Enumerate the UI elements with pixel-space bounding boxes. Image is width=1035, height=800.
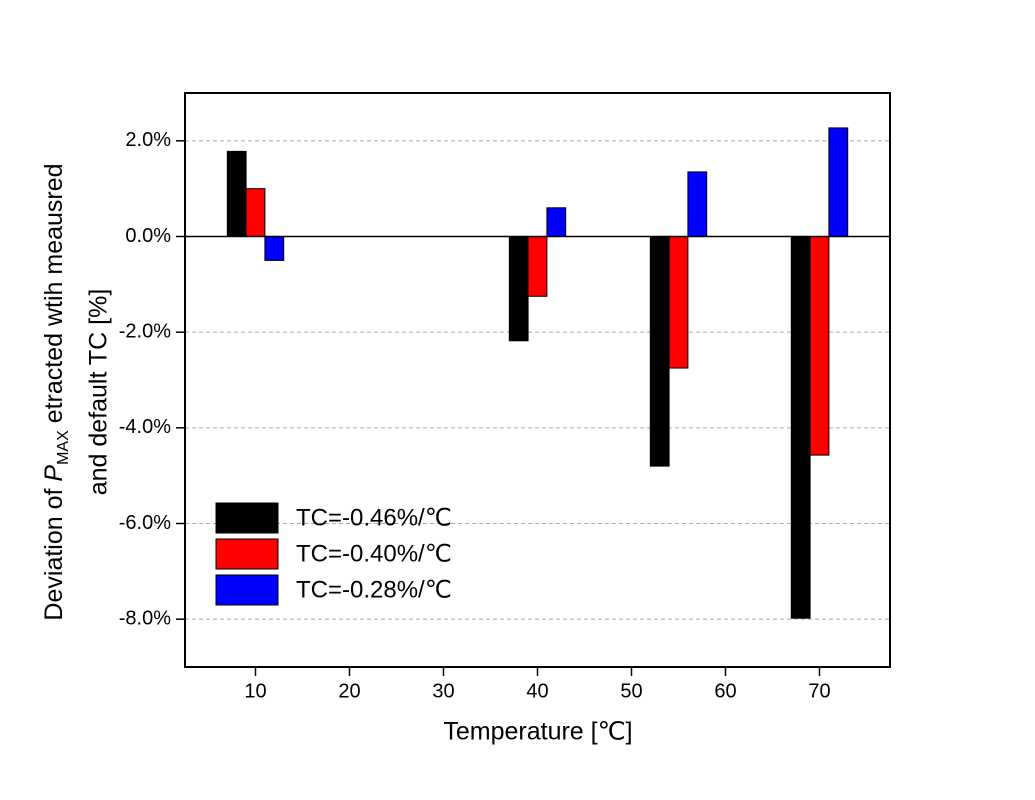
y-tick-label: -4.0% <box>119 416 171 438</box>
bar <box>687 171 708 237</box>
y-axis-title: Deviation of PMAX etracted wtih meausred <box>40 163 72 620</box>
legend-label: TC=-0.40%/℃ <box>296 540 452 567</box>
legend-label: TC=-0.28%/℃ <box>296 576 452 603</box>
bar <box>668 236 689 369</box>
y-axis-title-group: Deviation of PMAX etracted wtih meausred… <box>40 163 113 620</box>
y-axis-title-part: P <box>40 465 68 482</box>
y-tick-label: -6.0% <box>119 512 171 534</box>
legend-label: TC=-0.46%/℃ <box>296 504 452 531</box>
y-tick-label: 2.0% <box>125 129 171 151</box>
x-tick-label: 60 <box>714 680 736 702</box>
legend-swatch <box>215 538 279 570</box>
y-axis-title-part: etracted wtih meausred <box>40 163 68 430</box>
x-tick-label: 50 <box>620 680 642 702</box>
bar <box>508 236 529 342</box>
bar <box>790 236 811 619</box>
y-tick-label: -8.0% <box>119 607 171 629</box>
x-tick-label: 70 <box>808 680 830 702</box>
bar <box>245 188 266 238</box>
bar <box>828 127 849 237</box>
plot-frame <box>184 92 891 668</box>
y-tick-label: 0.0% <box>125 225 171 247</box>
y-axis-title-part: MAX <box>55 430 72 465</box>
bar <box>527 236 548 297</box>
x-tick-label: 40 <box>526 680 548 702</box>
legend-swatch <box>215 502 279 534</box>
bar <box>264 236 285 261</box>
x-axis-title: Temperature [℃] <box>443 718 632 746</box>
y-axis-title: and default TC [%] <box>85 289 113 496</box>
y-tick-label: -2.0% <box>119 320 171 342</box>
x-tick-label: 30 <box>432 680 454 702</box>
bar <box>226 150 247 238</box>
bar <box>649 236 670 467</box>
x-tick-label: 10 <box>244 680 266 702</box>
x-tick-label: 20 <box>338 680 360 702</box>
bar <box>546 207 567 238</box>
legend-swatch <box>215 574 279 606</box>
bar <box>809 236 830 456</box>
y-axis-title-part: Deviation of <box>40 482 68 621</box>
